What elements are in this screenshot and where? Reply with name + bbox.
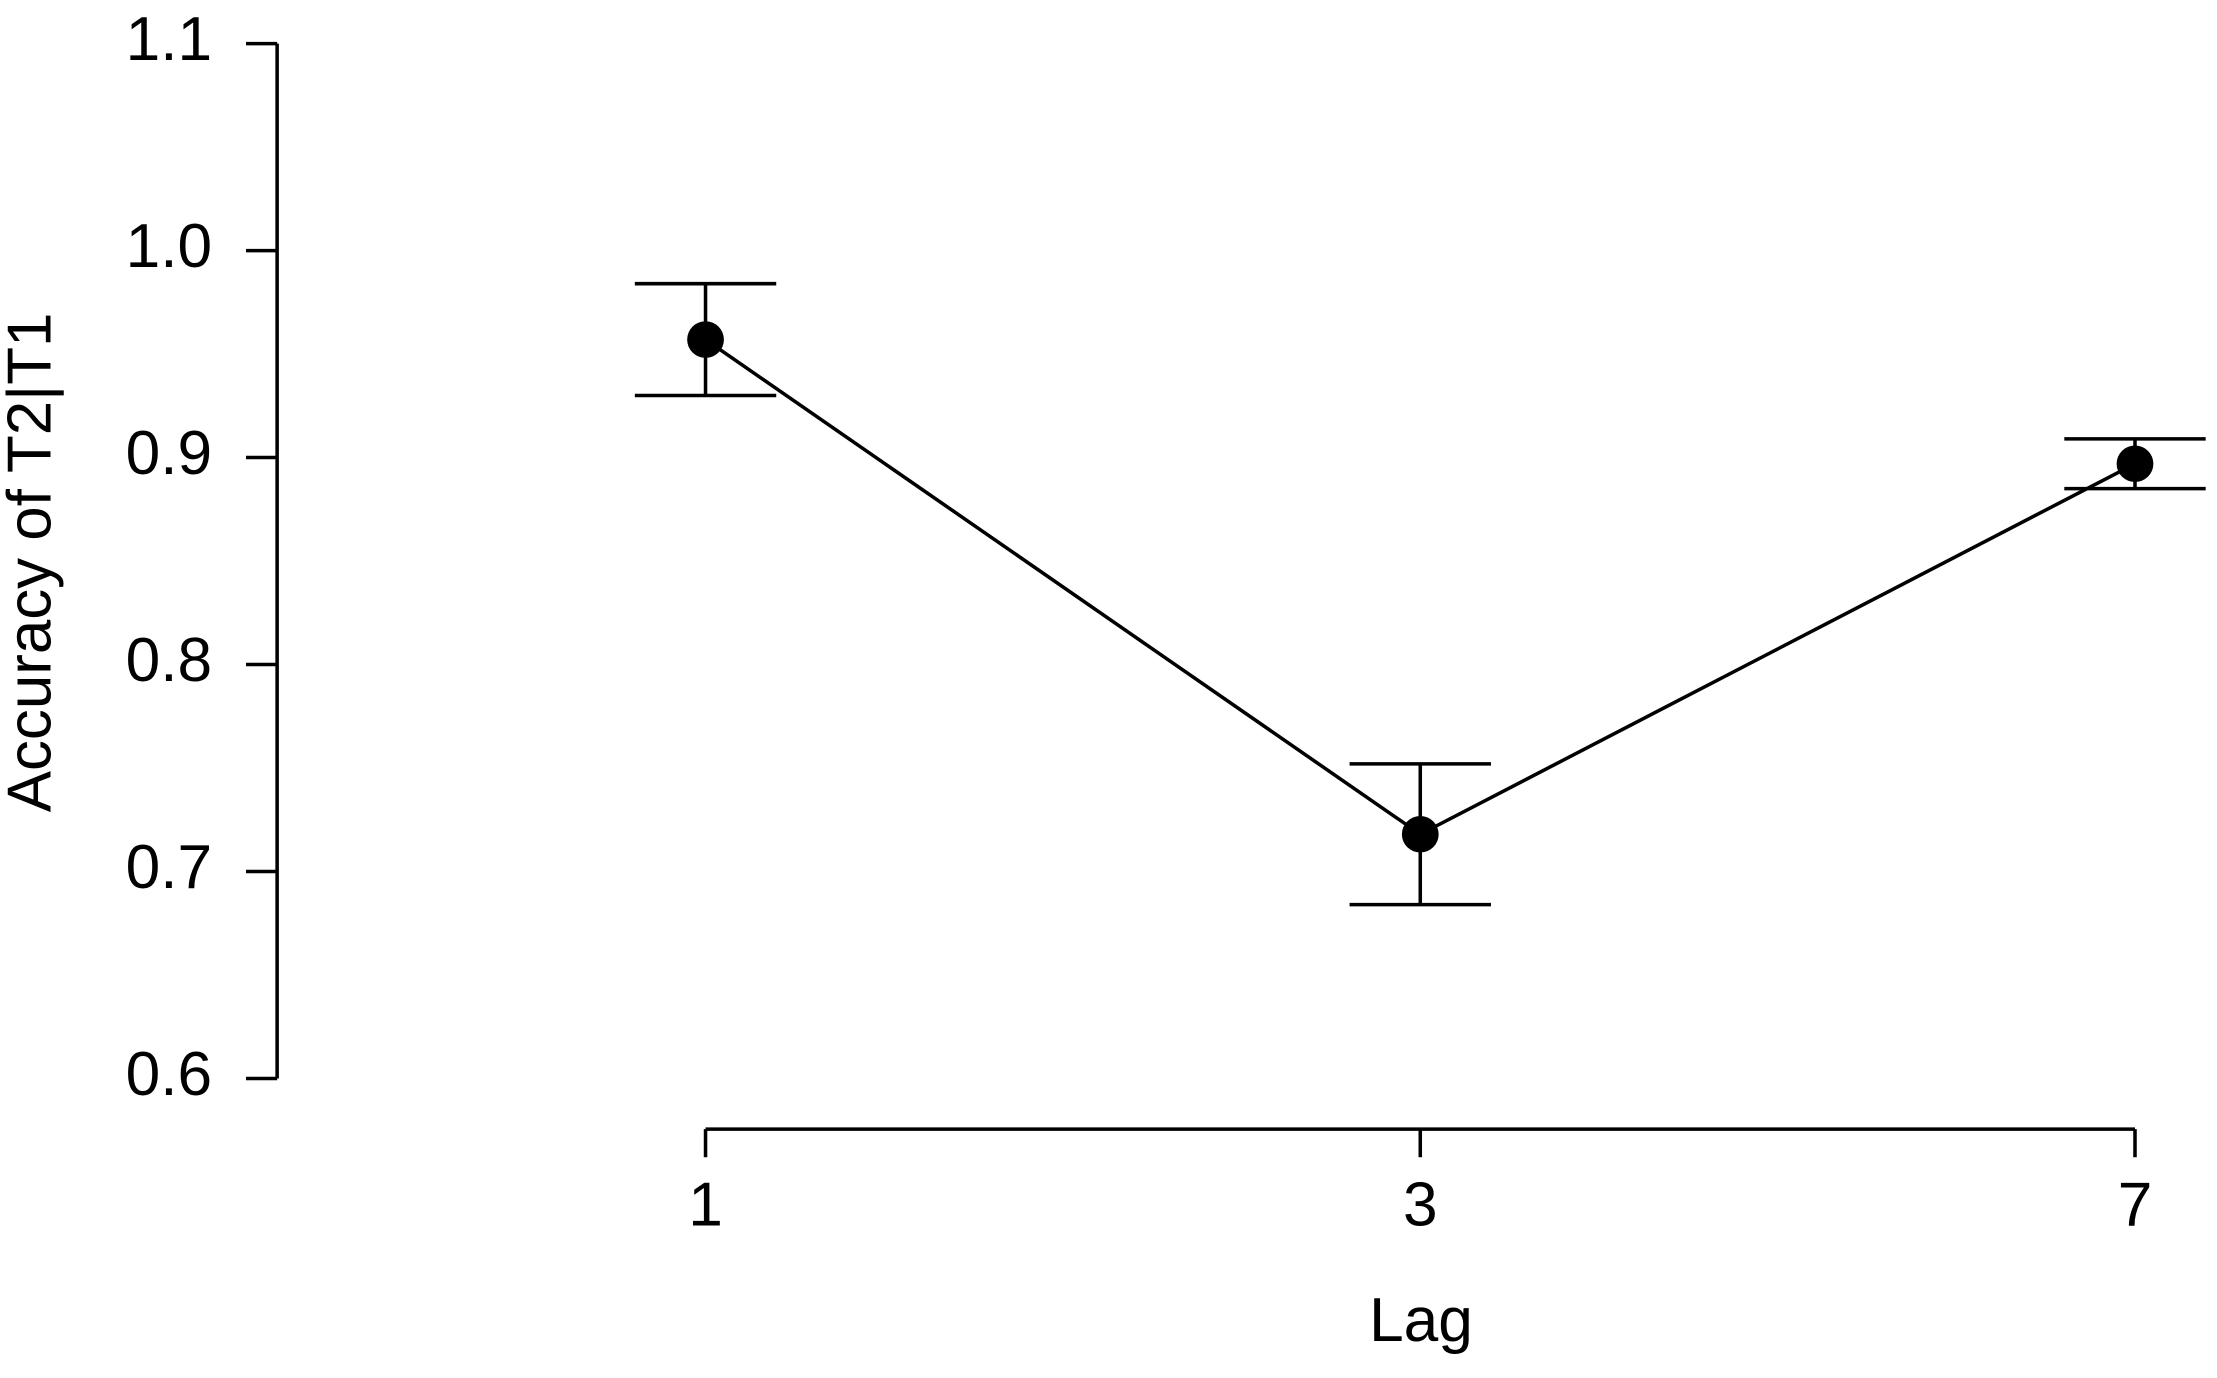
data-point xyxy=(2116,445,2154,483)
y-tick-label: 0.6 xyxy=(126,1040,212,1109)
x-tick-label: 3 xyxy=(1403,1171,1438,1240)
x-tick-label: 1 xyxy=(688,1171,723,1240)
y-tick-label: 1.1 xyxy=(126,5,212,74)
x-tick-label: 7 xyxy=(2118,1171,2153,1240)
y-tick-label: 0.8 xyxy=(126,626,212,695)
y-tick-label: 0.7 xyxy=(126,833,212,902)
data-line xyxy=(704,338,2136,837)
data-point xyxy=(1401,815,1439,853)
y-tick-label: 0.9 xyxy=(126,419,212,488)
data-point xyxy=(687,321,724,358)
x-axis-label: Lag xyxy=(1369,1286,1473,1355)
y-tick-label: 1.0 xyxy=(126,212,212,281)
y-axis-label: Accuracy of T2|T1 xyxy=(0,313,64,813)
